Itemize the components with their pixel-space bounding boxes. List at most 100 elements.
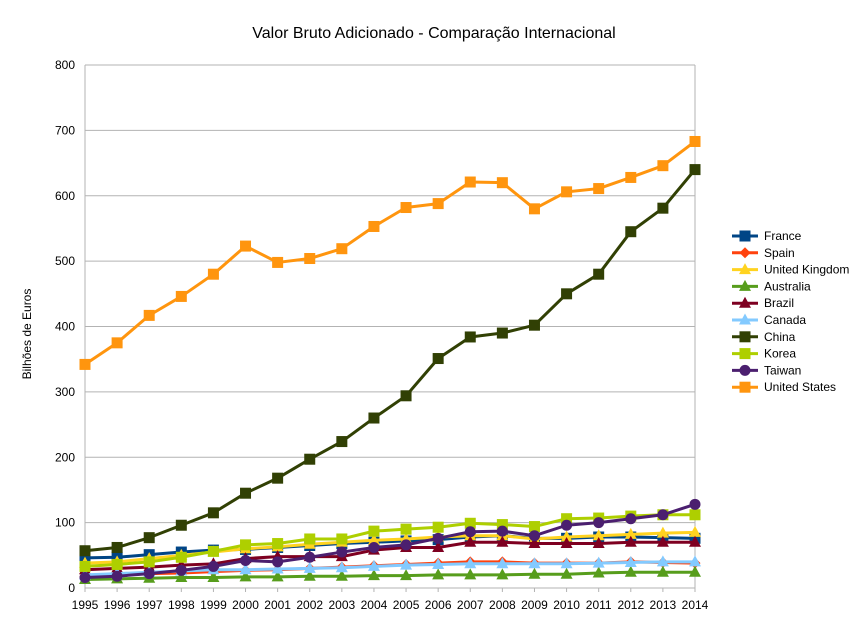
data-point-united-states bbox=[336, 243, 348, 255]
series-taiwan bbox=[79, 498, 701, 584]
legend-item-korea: Korea bbox=[732, 347, 796, 361]
legend-swatch-marker bbox=[739, 296, 751, 308]
y-tick-label: 200 bbox=[55, 450, 75, 464]
x-tick-label: 1996 bbox=[104, 598, 131, 612]
data-point-china bbox=[657, 202, 669, 214]
data-point-taiwan bbox=[79, 572, 91, 584]
data-point-china bbox=[207, 507, 219, 519]
data-point-taiwan bbox=[561, 519, 573, 531]
data-point-australia bbox=[400, 569, 413, 581]
data-point-taiwan bbox=[657, 509, 669, 521]
data-point-taiwan bbox=[593, 517, 605, 529]
x-tick-label: 2014 bbox=[682, 598, 709, 612]
data-point-taiwan bbox=[400, 539, 412, 551]
data-point-australia bbox=[656, 565, 669, 577]
series-korea bbox=[79, 509, 701, 572]
data-point-china bbox=[368, 412, 380, 424]
y-tick-label: 0 bbox=[68, 581, 75, 595]
data-point-taiwan bbox=[368, 541, 380, 553]
data-point-canada bbox=[335, 561, 348, 573]
data-point-canada bbox=[464, 557, 477, 569]
data-point-china bbox=[79, 545, 91, 557]
x-tick-label: 2008 bbox=[489, 598, 516, 612]
x-tick-label: 2001 bbox=[264, 598, 291, 612]
x-tick-label: 2003 bbox=[328, 598, 355, 612]
data-point-china bbox=[336, 436, 348, 448]
legend-item-france: France bbox=[732, 229, 802, 243]
data-point-china bbox=[111, 541, 123, 553]
legend-item-canada: Canada bbox=[732, 313, 806, 327]
data-point-united-states bbox=[432, 198, 444, 210]
chart-title: Valor Bruto Adicionado - Comparação Inte… bbox=[252, 25, 615, 42]
data-point-united-states bbox=[272, 256, 284, 268]
x-tick-label: 2010 bbox=[553, 598, 580, 612]
data-point-australia bbox=[207, 571, 220, 583]
x-tick-label: 2006 bbox=[425, 598, 452, 612]
legend-swatch-marker bbox=[739, 247, 751, 259]
legend-item-brazil: Brazil bbox=[732, 296, 794, 310]
x-tick-label: 2011 bbox=[586, 598, 612, 612]
data-point-australia bbox=[496, 568, 509, 580]
data-point-korea bbox=[272, 538, 284, 550]
data-point-korea bbox=[496, 519, 508, 531]
data-point-australia bbox=[592, 566, 605, 578]
data-point-australia bbox=[367, 569, 380, 581]
y-tick-label: 800 bbox=[55, 58, 75, 72]
data-point-china bbox=[561, 288, 573, 300]
legend-item-taiwan: Taiwan bbox=[732, 363, 801, 377]
data-point-brazil bbox=[528, 537, 541, 549]
data-point-australia bbox=[464, 568, 477, 580]
legend-label: Brazil bbox=[764, 296, 794, 310]
data-point-china bbox=[432, 353, 444, 365]
data-point-korea bbox=[400, 523, 412, 535]
series-lines bbox=[79, 135, 701, 585]
data-point-brazil bbox=[496, 535, 509, 547]
data-point-korea bbox=[79, 560, 91, 572]
data-point-brazil bbox=[624, 535, 637, 547]
data-point-united-kingdom bbox=[624, 527, 637, 539]
data-point-australia bbox=[689, 565, 701, 577]
series-australia bbox=[79, 565, 701, 585]
legend-swatch-marker bbox=[739, 230, 751, 242]
data-point-china bbox=[528, 319, 540, 331]
data-point-taiwan bbox=[689, 498, 701, 510]
data-point-australia bbox=[528, 567, 541, 579]
data-point-taiwan bbox=[304, 551, 316, 563]
x-tick-label: 2004 bbox=[361, 598, 388, 612]
series-united-states bbox=[79, 135, 701, 370]
legend-item-australia: Australia bbox=[732, 279, 811, 293]
data-point-united-kingdom bbox=[592, 529, 605, 541]
x-tick-label: 1998 bbox=[168, 598, 195, 612]
legend-label: Spain bbox=[764, 246, 795, 260]
data-point-brazil bbox=[464, 535, 477, 547]
data-point-united-kingdom bbox=[560, 530, 573, 542]
data-point-canada bbox=[271, 562, 284, 574]
legend-label: Taiwan bbox=[764, 363, 801, 377]
data-point-china bbox=[496, 327, 508, 339]
data-point-canada bbox=[689, 555, 701, 567]
data-point-korea bbox=[464, 517, 476, 529]
y-axis-label: Bilhões de Euros bbox=[20, 289, 34, 380]
data-point-canada bbox=[592, 556, 605, 568]
data-point-china bbox=[625, 226, 637, 238]
data-point-canada bbox=[656, 555, 669, 567]
series-line-united-states bbox=[84, 140, 696, 366]
x-tick-label: 2009 bbox=[521, 598, 548, 612]
data-point-brazil bbox=[656, 535, 669, 547]
x-tick-label: 2007 bbox=[457, 598, 484, 612]
data-point-canada bbox=[560, 557, 573, 569]
data-point-united-states bbox=[368, 220, 380, 232]
legend-label: Australia bbox=[764, 279, 811, 293]
data-point-united-states bbox=[207, 268, 219, 280]
data-point-brazil bbox=[592, 537, 605, 549]
legend-item-united-states: United States bbox=[732, 380, 836, 394]
data-point-canada bbox=[624, 556, 637, 568]
data-point-canada bbox=[239, 563, 252, 575]
x-tick-label: 1995 bbox=[72, 598, 99, 612]
data-point-taiwan bbox=[111, 570, 123, 582]
data-point-united-kingdom bbox=[656, 526, 669, 538]
data-point-korea bbox=[111, 558, 123, 570]
data-point-korea bbox=[368, 525, 380, 537]
data-point-united-states bbox=[111, 337, 123, 349]
data-point-united-states bbox=[464, 176, 476, 188]
